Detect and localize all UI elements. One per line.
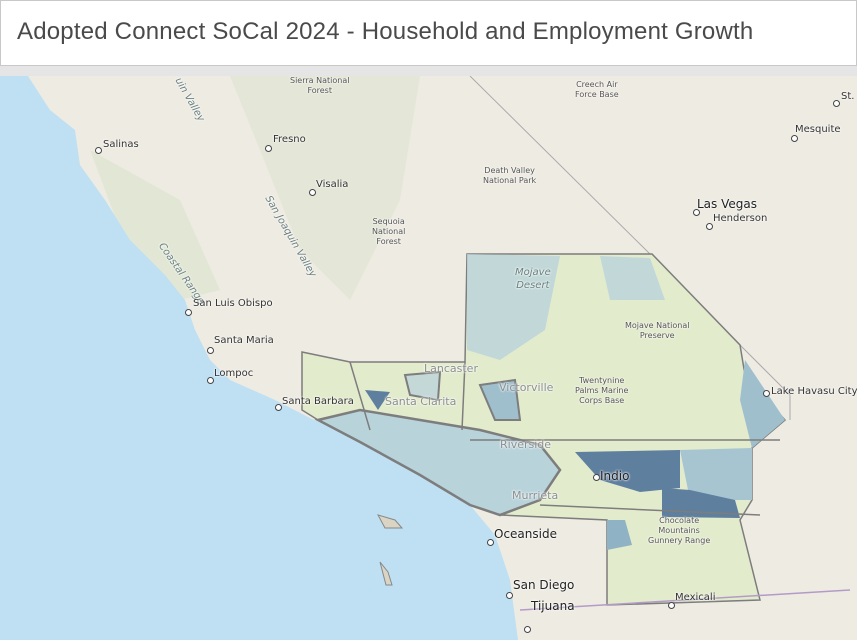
growth-area-light [467,254,560,360]
label-chocolate-mountains: Chocolate Mountains Gunnery Range [648,516,711,545]
city-marker [593,474,600,481]
growth-area-light [600,256,665,300]
city-marker [693,209,700,216]
label-lake-havasu-city: Lake Havasu City [771,386,857,397]
page-title: Adopted Connect SoCal 2024 - Household a… [17,18,754,45]
label-sequoia: Sequoia National Forest [372,217,406,246]
label-visalia: Visalia [316,179,349,190]
growth-area-light [740,360,785,448]
terrain-green [230,76,420,300]
label-fresno: Fresno [273,134,306,145]
island [379,561,393,586]
city-marker [207,347,214,354]
label-mesquite: Mesquite [795,124,841,135]
map-view[interactable]: Sierra National Forest Creech Air Force Ba… [0,76,857,640]
city-marker [185,309,192,316]
urban-tracts [403,370,442,402]
label-santa-barbara: Santa Barbara [282,396,354,407]
label-riverside: Riverside [500,438,552,451]
border-mexico [519,589,851,611]
city-marker [524,626,531,633]
city-marker [706,223,713,230]
label-salinas: Salinas [103,139,139,150]
ocean [0,76,518,640]
label-sierra-nf: Sierra National Forest [290,76,350,95]
label-creech-afb: Creech Air Force Base [575,80,619,99]
label-santa-clarita: Santa Clarita [385,395,457,408]
city-marker [506,592,513,599]
label-oceanside: Oceanside [494,527,557,541]
label-san-luis-obispo: San Luis Obispo [193,298,273,309]
label-murrieta: Murrieta [512,489,559,502]
label-twentynine-palms: Twentynine Palms Marine Corps Base [575,376,629,405]
growth-area-high [365,390,390,410]
label-henderson: Henderson [713,213,768,224]
growth-area-medium [607,520,632,550]
label-las-vegas: Las Vegas [697,197,757,211]
urban-tracts [314,408,562,517]
growth-area-medium [680,448,752,500]
label-lancaster: Lancaster [424,362,478,375]
city-marker [265,145,272,152]
city-marker [309,189,316,196]
city-marker [275,404,282,411]
label-victorville: Victorville [499,381,554,394]
city-marker [833,100,840,107]
label-mojave-desert: Mojave Desert [515,267,551,291]
label-mexicali: Mexicali [675,592,716,603]
title-bar: Adopted Connect SoCal 2024 - Household a… [0,0,857,66]
label-mojave-preserve: Mojave National Preserve [625,321,690,340]
island [376,514,404,529]
county-lines [349,361,780,516]
city-marker [791,135,798,142]
map-canvas [0,76,857,640]
label-death-valley: Death Valley National Park [483,166,537,185]
city-marker [763,390,770,397]
urban-tracts [478,378,522,421]
label-santa-maria: Santa Maria [214,335,274,346]
city-marker [207,377,214,384]
state-border [469,76,791,420]
label-san-diego: San Diego [513,578,575,592]
label-st-george: St. G [841,91,857,102]
growth-area-high [575,450,680,492]
label-tijuana: Tijuana [531,599,575,613]
city-marker [668,602,675,609]
city-marker [95,147,102,154]
terrain-green [90,150,220,300]
label-lompoc: Lompoc [214,368,254,379]
growth-area-high [662,488,740,518]
label-indio: Indio [600,469,630,483]
city-marker [487,539,494,546]
